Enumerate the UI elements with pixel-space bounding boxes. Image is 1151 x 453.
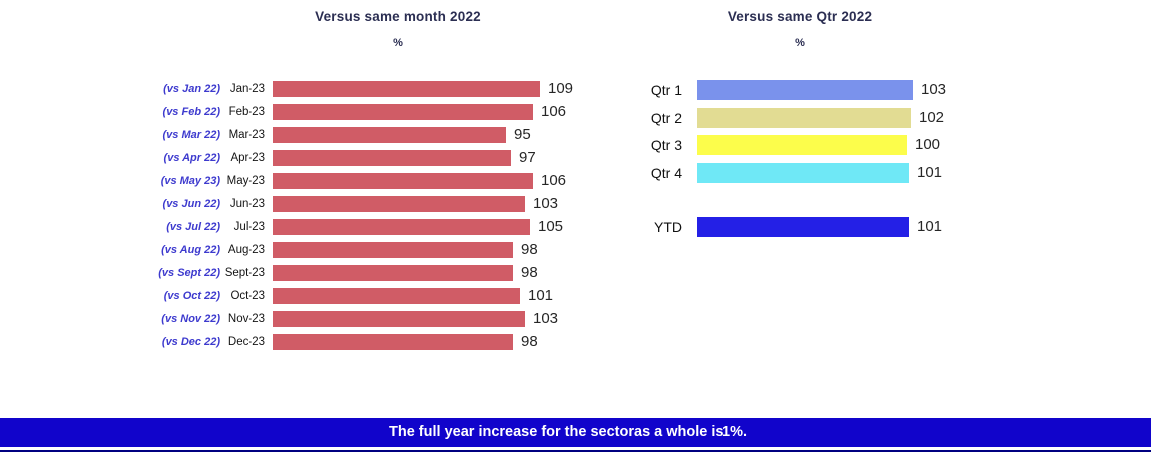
category-label: May-23 <box>226 175 265 187</box>
bar-row: (vs Sept 22) Sept-23 98 <box>0 265 1151 281</box>
bar <box>273 104 533 120</box>
vs-year-label: (vs Nov 22) <box>161 313 220 325</box>
value-label: 103 <box>921 81 947 98</box>
vs-year-label: (vs Dec 22) <box>161 336 220 348</box>
bar-row: Qtr 2 102 <box>0 107 1151 128</box>
bar <box>273 334 513 350</box>
bar-row: (vs Apr 22) Apr-23 97 <box>0 150 1151 166</box>
vs-year-label: (vs Mar 22) <box>162 129 220 141</box>
value-label: 105 <box>538 218 564 235</box>
category-label: Qtr 4 <box>650 164 682 181</box>
bottom-divider-line <box>0 450 1151 452</box>
category-label: Qtr 1 <box>650 82 682 98</box>
category-label: Qtr 3 <box>650 137 682 153</box>
category-label: Feb-23 <box>228 106 265 118</box>
value-label: 95 <box>514 126 531 143</box>
bar <box>273 81 540 97</box>
bar <box>697 107 911 128</box>
category-label: Aug-23 <box>227 244 265 256</box>
value-label: 98 <box>521 241 538 258</box>
category-label: Oct-23 <box>230 290 265 302</box>
category-label: Mar-23 <box>228 129 265 141</box>
bar-row: (vs Nov 22) Nov-23 103 <box>0 311 1151 327</box>
footer-banner: The full year increase for the sector as… <box>0 418 1151 447</box>
bar <box>273 219 530 235</box>
vs-year-label: (vs Feb 22) <box>162 106 220 118</box>
bar-row: (vs Dec 22) Dec-23 98 <box>0 334 1151 350</box>
bar-row: Qtr 3 100 <box>0 135 1151 155</box>
bar-row: (vs Jul 22) Jul-23 105 <box>0 219 1151 235</box>
bar <box>273 127 506 143</box>
quarterly-chart-subtitle: % <box>795 37 805 49</box>
bar-row: Qtr 4 101 <box>0 162 1151 183</box>
banner-text-segment-3: 1%. <box>722 424 747 440</box>
value-label: 102 <box>919 108 945 126</box>
category-label: Nov-23 <box>227 313 265 325</box>
value-label: 98 <box>521 264 538 281</box>
bar <box>697 162 909 183</box>
bar <box>273 196 525 212</box>
vs-year-label: (vs Apr 22) <box>163 152 220 164</box>
value-label: 101 <box>528 287 554 304</box>
bar <box>697 135 907 155</box>
bar <box>697 80 913 100</box>
bar-row: (vs Jun 22) Jun-23 103 <box>0 196 1151 212</box>
bar-row: (vs May 23) May-23 106 <box>0 173 1151 189</box>
monthly-chart-title: Versus same month 2022 <box>315 9 481 24</box>
category-label: Jul-23 <box>233 221 265 233</box>
monthly-chart-subtitle: % <box>393 37 403 49</box>
value-label: 103 <box>533 195 559 212</box>
bar <box>273 173 533 189</box>
banner-text-segment-2: as a whole is <box>634 424 724 440</box>
value-label: 103 <box>533 310 559 327</box>
banner-text-segment-1: The full year increase for the sector <box>389 424 634 440</box>
bar <box>273 265 513 281</box>
category-label: Qtr 2 <box>650 109 682 126</box>
category-label: YTD <box>654 219 682 235</box>
vs-year-label: (vs Jan 22) <box>163 83 220 95</box>
vs-year-label: (vs Sept 22) <box>158 267 220 279</box>
vs-year-label: (vs May 23) <box>160 175 220 187</box>
vs-year-label: (vs Jul 22) <box>166 221 220 233</box>
quarterly-chart-title: Versus same Qtr 2022 <box>727 9 873 24</box>
bar-row: (vs Oct 22) Oct-23 101 <box>0 288 1151 304</box>
bar <box>273 150 511 166</box>
value-label: 97 <box>519 149 536 166</box>
bar-row: YTD 101 <box>0 217 1151 237</box>
value-label: 100 <box>915 136 941 153</box>
category-label: Sept-23 <box>224 267 265 279</box>
bar <box>273 311 525 327</box>
value-label: 101 <box>917 163 943 181</box>
value-label: 106 <box>541 103 567 120</box>
bar <box>273 288 520 304</box>
category-label: Jun-23 <box>229 198 265 210</box>
bar-row: (vs Aug 22) Aug-23 98 <box>0 242 1151 258</box>
value-label: 101 <box>917 218 943 235</box>
vs-year-label: (vs Jun 22) <box>162 198 220 210</box>
category-label: Jan-23 <box>229 83 265 95</box>
bar-row: Qtr 1 103 <box>0 80 1151 100</box>
bar-row: (vs Jan 22) Jan-23 109 <box>0 81 1151 97</box>
vs-year-label: (vs Aug 22) <box>161 244 220 256</box>
bar <box>697 217 909 237</box>
bar-row: (vs Feb 22) Feb-23 106 <box>0 104 1151 120</box>
category-label: Dec-23 <box>227 336 265 348</box>
value-label: 98 <box>521 333 538 350</box>
bar <box>273 242 513 258</box>
bar-row: (vs Mar 22) Mar-23 95 <box>0 127 1151 143</box>
category-label: Apr-23 <box>230 152 265 164</box>
vs-year-label: (vs Oct 22) <box>163 290 220 302</box>
value-label: 106 <box>541 172 567 189</box>
value-label: 109 <box>548 80 574 97</box>
